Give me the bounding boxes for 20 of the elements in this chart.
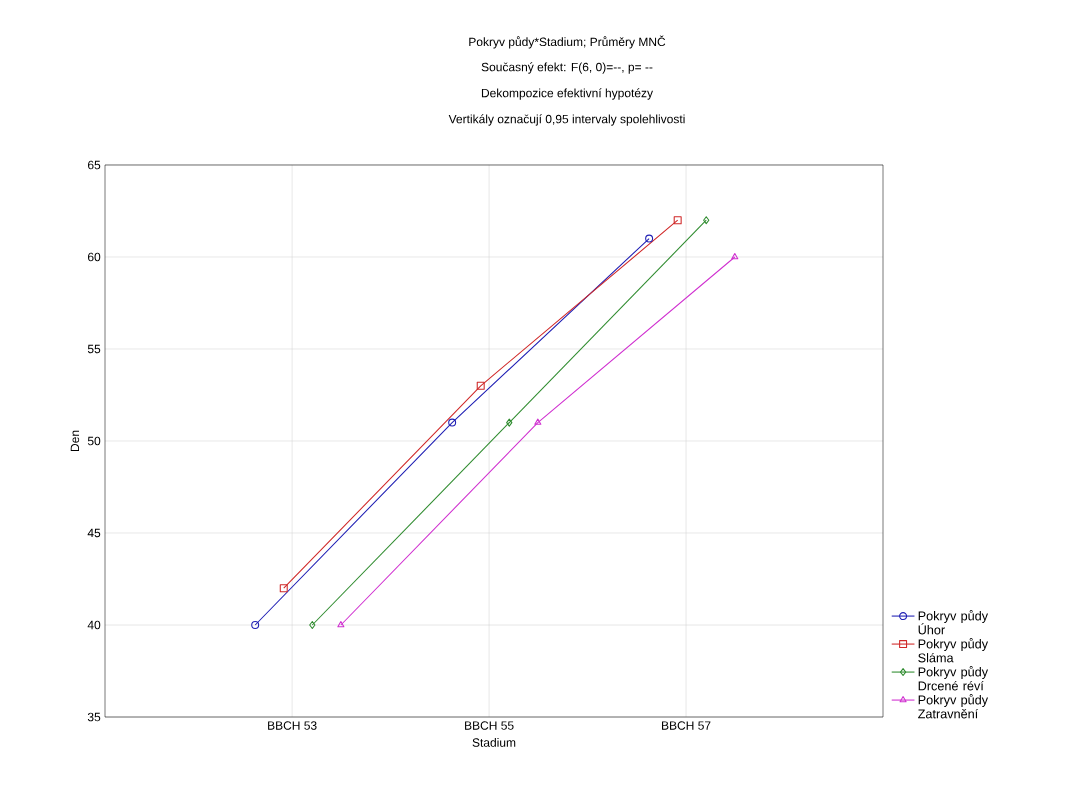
chart-subtitle: Současný efekt: F(6, 0)=--, p= -- [481, 62, 653, 74]
x-tick-label: BBCH 53 [268, 721, 317, 730]
y-tick-label: 65 [87, 160, 101, 170]
x-tick-label: BBCH 57 [662, 721, 711, 730]
chart-title: Pokryv půdy*Stadium; Průměry MNČ [469, 35, 666, 49]
y-axis-title: Den [70, 430, 80, 452]
x-tick-label: BBCH 55 [465, 721, 514, 730]
legend-label: Pokryv půdy Drcené réví [918, 666, 989, 691]
text: Dekompozice efektivní hypotézy [481, 88, 653, 100]
legend-label: Pokryv půdy Sláma [918, 638, 989, 663]
x-axis-title: Stadium [472, 738, 516, 747]
y-tick-label: 45 [87, 528, 101, 538]
y-tick-label: 35 [87, 712, 101, 722]
y-tick-label: 60 [87, 252, 101, 262]
text: Vertikály označují 0,95 intervaly spolehlivosti [448, 114, 685, 126]
y-tick-label: 40 [87, 620, 101, 630]
y-tick-label: 50 [87, 436, 101, 446]
legend-label: Pokryv půdy Zatravnění [918, 694, 989, 719]
y-tick-label: 55 [87, 344, 101, 354]
legend-label: Pokryv půdy Úhor [918, 610, 989, 635]
